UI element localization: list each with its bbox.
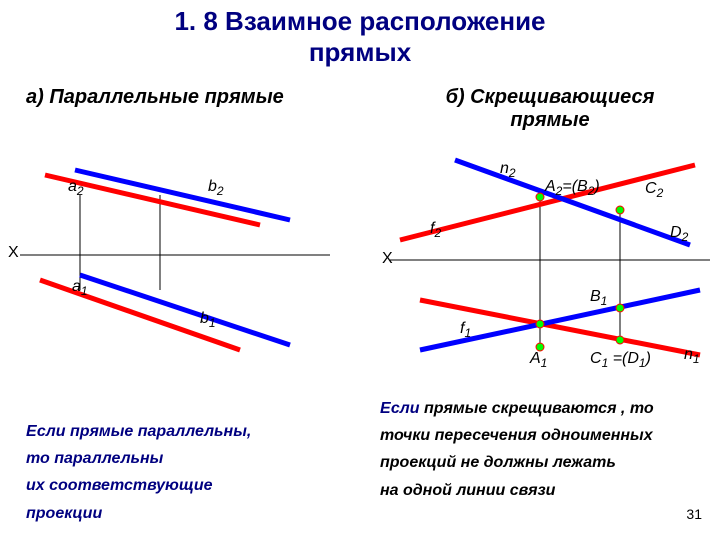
note-left: Если прямые параллельны, то параллельны …: [26, 418, 346, 527]
label-f1: f1: [460, 320, 471, 340]
label-B1: B1: [590, 288, 607, 308]
label-C2: C2: [645, 180, 663, 200]
note-right: Если прямые скрещиваются , то точки пере…: [380, 395, 710, 504]
label-f2: f2: [430, 220, 441, 240]
label-A2B2: A2=(B2): [545, 178, 600, 198]
label-n2: n2: [500, 160, 516, 180]
label-A1: A1: [530, 350, 547, 370]
label-C1D1: C1 =(D1): [590, 350, 651, 370]
label-X-right: X: [382, 250, 393, 268]
label-D2: D2: [670, 224, 688, 244]
label-n1: n1: [684, 346, 700, 366]
page-number: 31: [686, 506, 702, 522]
